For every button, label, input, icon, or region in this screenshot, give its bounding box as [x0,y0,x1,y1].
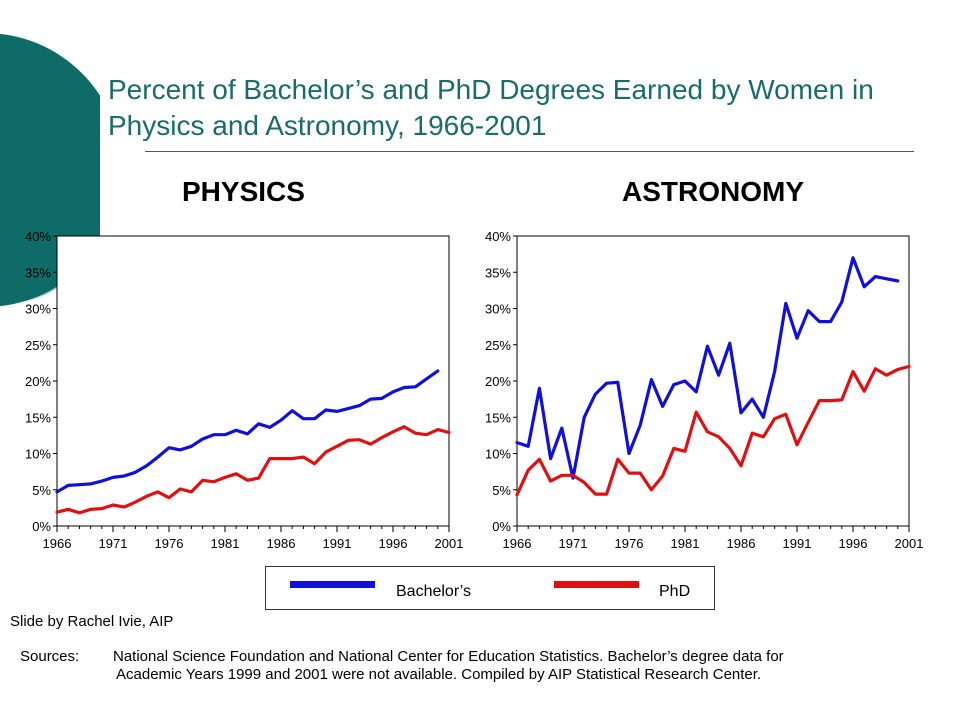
astronomy-bachelors-line [515,256,900,480]
slide-title: Percent of Bachelor’s and PhD Degrees Ea… [108,74,874,141]
sources-note: Sources: National Science Foundation and … [20,648,850,684]
astronomy-y-tick-label: 10% [485,447,511,462]
astronomy-y-tick-label: 25% [485,338,511,353]
legend-bachelors-swatch [290,581,375,588]
astronomy-y-tick-label: 35% [485,265,511,280]
astronomy-y-tick-label: 5% [492,483,511,498]
physics-x-tick-label: 1971 [99,536,128,551]
slide-credit: Slide by Rachel Ivie, AIP [10,613,174,630]
physics-bachelors-line [55,369,440,494]
astronomy-y-tick-label: 30% [485,302,511,317]
physics-phd-line [55,425,451,515]
physics-plot-area [56,235,450,527]
legend-phd-label: PhD [659,583,691,600]
legend-phd-swatch [554,581,639,588]
physics-y-tick-label: 0% [32,519,51,534]
physics-x-tick-label: 1986 [267,536,296,551]
astronomy-phd-line [515,364,911,497]
astronomy-x-tick-label: 1991 [783,536,812,551]
title-divider [145,151,914,152]
astronomy-y-tick-label: 40% [485,229,511,244]
physics-chart-title: PHYSICS [182,176,305,207]
physics-y-tick-label: 25% [25,338,51,353]
astronomy-chart: 0% 5% 10% 15% 20% 25% 30% 35% 40% 1966 1971 1976 198… [485,229,924,551]
physics-x-tick-label: 2001 [435,536,464,551]
physics-chart: 0% 5% 10% 15% 20% 25% 30% 35% 40% 1966 1971 1976 198… [25,229,464,551]
astronomy-plot-area [516,235,910,527]
chart-legend: Bachelor’s PhD [265,566,715,610]
astronomy-x-tick-label: 2001 [895,536,924,551]
physics-y-tick-label: 30% [25,302,51,317]
physics-x-tick-label: 1996 [379,536,408,551]
legend-bachelors-label: Bachelor’s [396,583,472,600]
physics-y-tick-label: 35% [25,265,51,280]
physics-y-tick-label: 15% [25,410,51,425]
physics-x-tick-label: 1966 [43,536,72,551]
physics-x-tick-label: 1991 [323,536,352,551]
astronomy-chart-title: ASTRONOMY [622,176,804,207]
astronomy-x-tick-label: 1976 [615,536,644,551]
physics-y-tick-label: 20% [25,374,51,389]
astronomy-x-tick-label: 1966 [503,536,532,551]
astronomy-x-tick-label: 1971 [559,536,588,551]
physics-y-tick-label: 40% [25,229,51,244]
astronomy-x-tick-label: 1981 [671,536,700,551]
sources-text: National Science Foundation and National… [113,648,784,683]
astronomy-x-tick-label: 1996 [839,536,868,551]
sources-prefix: Sources: [20,648,80,665]
physics-x-tick-label: 1981 [211,536,240,551]
astronomy-y-tick-label: 15% [485,410,511,425]
astronomy-y-tick-label: 20% [485,374,511,389]
physics-y-tick-label: 5% [32,483,51,498]
astronomy-y-tick-label: 0% [492,519,511,534]
physics-y-tick-label: 10% [25,447,51,462]
astronomy-x-tick-label: 1986 [727,536,756,551]
physics-x-tick-label: 1976 [155,536,184,551]
